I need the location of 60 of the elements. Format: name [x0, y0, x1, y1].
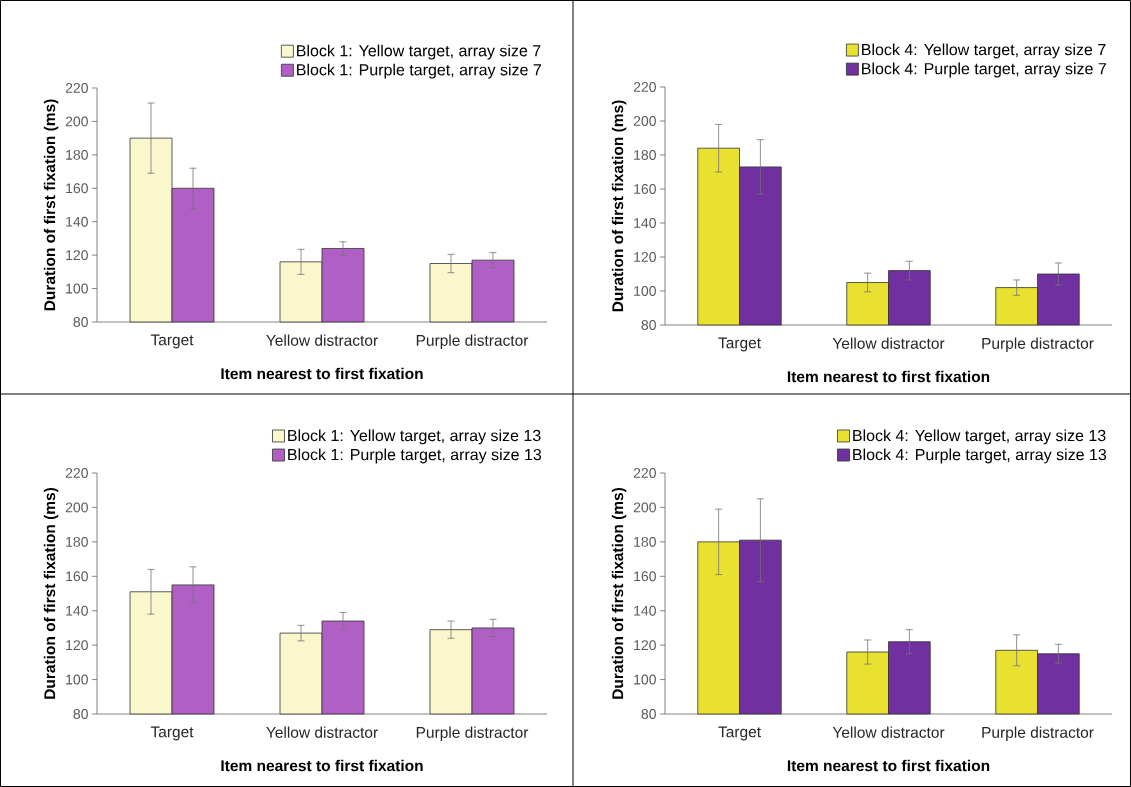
y-tick-label: 100 [634, 286, 656, 296]
y-tick-label: 140 [634, 605, 656, 616]
x-tick-label: Purple distractor [982, 726, 1094, 741]
y-tick-label: 160 [634, 571, 656, 582]
y-tick-label: 180 [66, 536, 88, 547]
y-tick-label: 120 [66, 250, 88, 261]
x-axis-title: Item nearest to first fixation [221, 759, 423, 772]
y-tick-label: 100 [66, 283, 88, 294]
y-axis-title: Duration of first fixation (ms) [611, 100, 627, 312]
y-tick-label: 200 [65, 116, 88, 127]
legend-label: Block 1: Purple target, array size 7 [297, 63, 541, 79]
x-tick-label: Purple distractor [982, 337, 1094, 352]
y-tick-label: 80 [73, 317, 88, 327]
y-tick-label: 100 [66, 674, 88, 685]
y-tick-label: 80 [641, 320, 656, 330]
x-axis-title: Item nearest to first fixation [787, 370, 990, 383]
y-tick-label: 200 [633, 116, 656, 126]
y-axis-title: Duration of first fixation (ms) [611, 487, 627, 699]
x-tick-label: Target [718, 337, 761, 352]
legend-label: Block 1: Purple target, array size 13 [288, 448, 542, 464]
y-tick-label: 140 [66, 216, 88, 227]
x-tick-label: Yellow distractor [832, 337, 945, 349]
legend-label: Block 4: Purple target, array size 13 [853, 448, 1107, 464]
y-tick-label: 100 [634, 674, 656, 685]
legend-label: Block 1: Yellow target, array size 13 [288, 429, 541, 445]
y-tick-label: 160 [634, 184, 656, 194]
y-tick-label: 160 [66, 571, 88, 582]
legend-label: Block 4: Purple target, array size 7 [862, 62, 1106, 78]
y-tick-label: 140 [66, 605, 88, 616]
x-tick-label: Yellow distractor [266, 334, 378, 346]
x-tick-label: Purple distractor [416, 334, 529, 349]
y-axis-title: Duration of first fixation (ms) [43, 99, 59, 311]
legend-label: Block 1: Yellow target, array size 7 [297, 44, 541, 60]
x-tick-label: Target [150, 726, 194, 741]
y-tick-label: 80 [641, 709, 656, 719]
y-tick-label: 220 [633, 468, 656, 478]
y-tick-label: 120 [66, 640, 88, 651]
x-tick-label: Yellow distractor [832, 726, 945, 738]
x-axis-title: Item nearest to first fixation [787, 759, 990, 772]
y-tick-label: 220 [65, 468, 88, 478]
y-tick-label: 220 [633, 82, 656, 92]
x-tick-label: Target [718, 726, 761, 741]
x-tick-label: Yellow distractor [266, 726, 378, 738]
y-tick-label: 200 [633, 502, 656, 513]
y-tick-label: 220 [65, 83, 88, 93]
y-tick-label: 80 [73, 709, 88, 719]
y-tick-label: 120 [634, 640, 656, 651]
y-tick-label: 160 [66, 183, 88, 194]
y-tick-label: 180 [66, 149, 88, 160]
y-tick-label: 200 [65, 502, 88, 513]
y-tick-label: 180 [634, 536, 656, 547]
x-axis-title: Item nearest to first fixation [221, 367, 423, 380]
x-tick-label: Purple distractor [416, 726, 529, 741]
y-tick-label: 180 [634, 150, 656, 160]
y-axis-title: Duration of first fixation (ms) [43, 487, 59, 699]
legend-label: Block 4: Yellow target, array size 13 [853, 429, 1106, 445]
legend-label: Block 4: Yellow target, array size 7 [862, 43, 1106, 59]
y-tick-label: 140 [634, 218, 656, 228]
y-tick-label: 120 [634, 252, 656, 262]
x-tick-label: Target [150, 334, 194, 349]
